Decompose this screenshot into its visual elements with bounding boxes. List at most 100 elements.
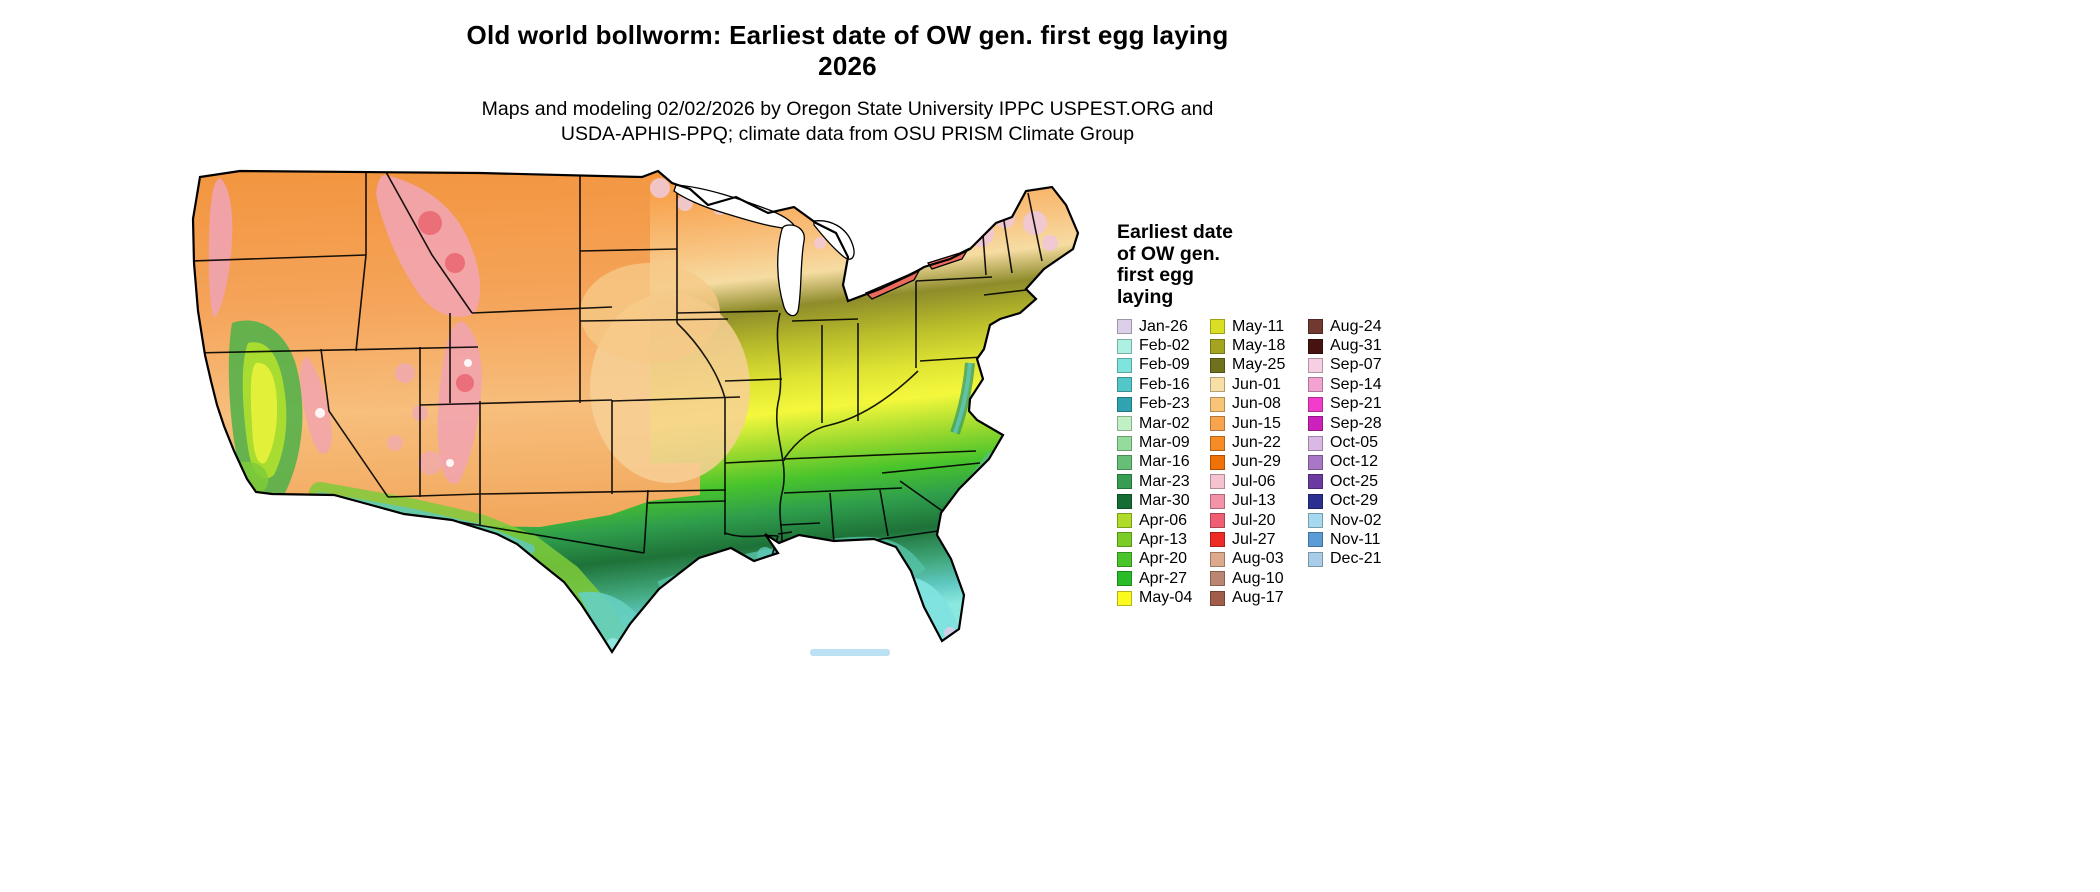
legend-label: Nov-11 (1330, 530, 1381, 548)
legend-entry: Nov-11 (1308, 530, 1382, 549)
legend-label: Feb-09 (1139, 356, 1190, 374)
legend-entry: Sep-21 (1308, 395, 1382, 414)
legend-entry: Apr-27 (1117, 569, 1210, 588)
legend-entry: Aug-03 (1210, 550, 1308, 569)
legend-entry: Jun-15 (1210, 414, 1308, 433)
legend-label: Apr-20 (1139, 550, 1188, 568)
legend-entry: Feb-23 (1117, 395, 1210, 414)
legend-label: Jun-22 (1232, 434, 1281, 452)
legend-label: Feb-02 (1139, 337, 1190, 355)
legend-label: May-25 (1232, 356, 1286, 374)
legend-swatch (1210, 396, 1225, 412)
legend-entry: Nov-02 (1308, 511, 1382, 530)
legend-label: Oct-25 (1330, 472, 1379, 490)
legend-swatch (1308, 513, 1323, 529)
legend-label: Feb-16 (1139, 375, 1190, 393)
legend-label: Jul-27 (1232, 530, 1276, 548)
legend-swatch (1210, 377, 1225, 393)
legend-entry: Oct-29 (1308, 492, 1382, 511)
legend-entry: Jun-29 (1210, 453, 1308, 472)
legend-swatch (1308, 377, 1323, 393)
legend-label: Aug-03 (1232, 550, 1284, 568)
legend-label: Sep-21 (1330, 395, 1382, 413)
legend-entry: Aug-10 (1210, 569, 1308, 588)
us-outline (191, 169, 1080, 655)
legend-swatch (1308, 396, 1323, 412)
legend-entry: Sep-28 (1308, 414, 1382, 433)
legend-label: Mar-02 (1139, 414, 1190, 432)
legend-swatch (1210, 590, 1225, 606)
legend-swatch (1308, 416, 1323, 432)
legend-column: Jan-26 Feb-02 Feb-09 Feb-16 Feb-23 Mar-02 Mar-… (1117, 317, 1210, 608)
legend-swatch (1308, 454, 1323, 470)
legend-swatch (1210, 454, 1225, 470)
legend-entry: Apr-20 (1117, 550, 1210, 569)
legend-label: Aug-24 (1330, 317, 1382, 335)
legend-swatch (1117, 590, 1132, 606)
legend-entry: Mar-09 (1117, 433, 1210, 452)
map-west-region (193, 171, 750, 527)
legend-label: Jul-13 (1232, 492, 1276, 510)
legend-swatch (1117, 435, 1132, 451)
legend-label: Jul-06 (1232, 472, 1276, 490)
legend-entry: Dec-21 (1308, 550, 1382, 569)
legend-label: Oct-05 (1330, 434, 1379, 452)
legend-swatch (1117, 396, 1132, 412)
legend-swatch (1308, 319, 1323, 335)
legend-swatch (1210, 513, 1225, 529)
legend-swatch (1210, 493, 1225, 509)
legend-swatch (1210, 338, 1225, 354)
legend-title: Earliest date of OW gen. first egg layin… (1117, 221, 1427, 308)
legend-label: Jan-26 (1139, 317, 1188, 335)
legend-entry: Apr-06 (1117, 511, 1210, 530)
figure-subtitle-line2: USDA-APHIS-PPQ; climate data from OSU PR… (560, 123, 1135, 145)
legend-entry: May-04 (1117, 588, 1210, 607)
legend-entry: Jul-27 (1210, 530, 1308, 549)
legend-swatch (1117, 416, 1132, 432)
legend-entry: Feb-16 (1117, 375, 1210, 394)
legend-entry: May-18 (1210, 336, 1308, 355)
legend-entry: Jul-06 (1210, 472, 1308, 491)
legend-label: Jun-29 (1232, 453, 1281, 471)
legend-label: Apr-13 (1139, 530, 1188, 548)
us-map (180, 163, 1100, 668)
legend-entry: Oct-05 (1308, 433, 1382, 452)
legend-swatch (1210, 357, 1225, 373)
legend-label: Feb-23 (1139, 395, 1190, 413)
legend-entry: Feb-02 (1117, 336, 1210, 355)
legend-swatch (1210, 435, 1225, 451)
legend-label: May-04 (1139, 589, 1193, 607)
legend: Earliest date of OW gen. first egg layin… (1117, 221, 1427, 608)
legend-swatch (1210, 416, 1225, 432)
legend-label: Dec-21 (1330, 550, 1382, 568)
legend-entry: Sep-07 (1308, 356, 1382, 375)
legend-entry: May-25 (1210, 356, 1308, 375)
legend-title-line: Earliest date (1117, 221, 1233, 243)
legend-entry: Jun-08 (1210, 395, 1308, 414)
legend-swatch (1308, 474, 1323, 490)
legend-title-line: first egg (1117, 264, 1194, 286)
legend-label: Mar-23 (1139, 472, 1190, 490)
legend-swatch (1117, 377, 1132, 393)
legend-swatch (1117, 357, 1132, 373)
legend-swatch (1117, 493, 1132, 509)
legend-label: Aug-17 (1232, 589, 1284, 607)
legend-entry: Aug-17 (1210, 588, 1308, 607)
legend-entry: Jul-13 (1210, 492, 1308, 511)
legend-label: Aug-31 (1330, 337, 1382, 355)
legend-label: Jun-15 (1232, 414, 1281, 432)
legend-swatch (1308, 435, 1323, 451)
figure-header: Old world bollworm: Earliest date of OW … (180, 20, 1515, 147)
legend-entry: Feb-09 (1117, 356, 1210, 375)
legend-entry: Aug-24 (1308, 317, 1382, 336)
figure-subtitle-line1: Maps and modeling 02/02/2026 by Oregon S… (481, 98, 1214, 120)
legend-entry: Jan-26 (1117, 317, 1210, 336)
legend-swatch (1117, 474, 1132, 490)
legend-entry: Oct-12 (1308, 453, 1382, 472)
legend-label: Mar-09 (1139, 434, 1190, 452)
legend-label: Jun-01 (1232, 375, 1281, 393)
legend-label: Sep-07 (1330, 356, 1382, 374)
legend-title-line: of OW gen. (1117, 242, 1220, 265)
legend-label: May-11 (1232, 317, 1285, 335)
